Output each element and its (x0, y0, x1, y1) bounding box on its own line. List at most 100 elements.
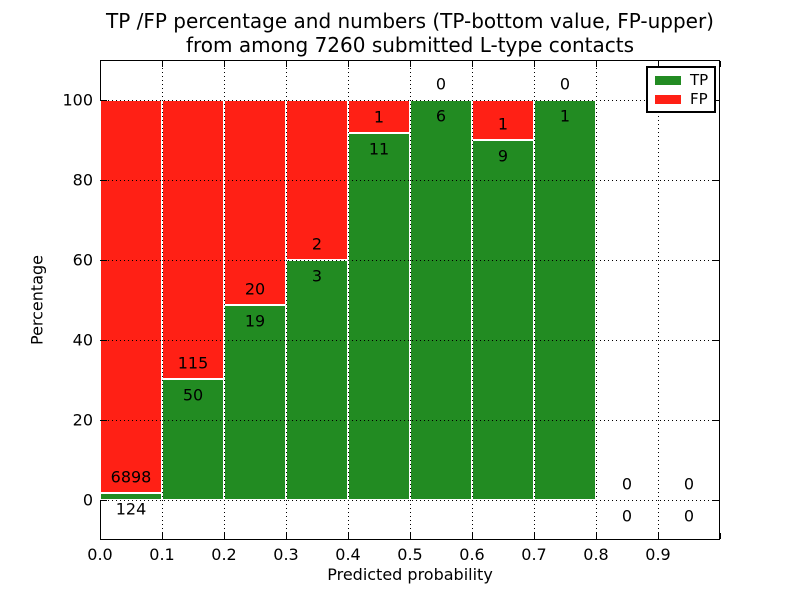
x-tick-mark (224, 533, 225, 539)
tp-count-label: 50 (182, 385, 204, 405)
x-tick-mark (100, 533, 101, 539)
fp-bar-segment (162, 100, 224, 379)
y-tick-mark (101, 100, 107, 101)
y-tick-mark (101, 340, 107, 341)
y-tick-mark (713, 500, 719, 501)
y-tick-mark (713, 100, 719, 101)
y-tick-mark (101, 180, 107, 181)
x-tick-mark (348, 533, 349, 539)
y-tick-mark (713, 420, 719, 421)
x-tick-mark (100, 61, 101, 67)
fp-count-label: 0 (683, 474, 695, 494)
fp-count-label: 0 (559, 74, 571, 94)
x-tick-mark (286, 61, 287, 67)
x-tick-mark (472, 533, 473, 539)
fp-count-label: 1 (497, 114, 509, 134)
vertical-gridline (534, 60, 535, 540)
tp-count-label: 0 (621, 506, 633, 526)
fp-count-label: 6898 (110, 467, 152, 487)
fp-bar-segment (100, 100, 162, 493)
x-tick-mark (162, 61, 163, 67)
tp-count-label: 11 (368, 139, 390, 159)
vertical-gridline (224, 60, 225, 540)
chart-title-line1: TP /FP percentage and numbers (TP-bottom… (106, 9, 714, 33)
fp-bar-segment (224, 100, 286, 306)
tp-count-label: 6 (435, 106, 447, 126)
vertical-gridline (658, 60, 659, 540)
x-tick-mark (472, 61, 473, 67)
y-tick-mark (713, 180, 719, 181)
y-tick-label: 80 (72, 170, 93, 190)
tp-bar-segment (224, 305, 286, 500)
fp-count-label: 0 (435, 74, 447, 94)
tp-bar-segment (410, 100, 472, 500)
x-tick-mark (534, 533, 535, 539)
x-tick-label: 0.8 (583, 545, 609, 564)
legend: TP FP (646, 66, 716, 113)
legend-label-tp: TP (690, 70, 709, 89)
x-tick-mark (348, 61, 349, 67)
vertical-gridline (472, 60, 473, 540)
vertical-gridline (596, 60, 597, 540)
legend-label-fp: FP (690, 89, 708, 108)
y-tick-label: 0 (82, 490, 93, 510)
fp-count-label: 1 (373, 107, 385, 127)
vertical-gridline (410, 60, 411, 540)
y-tick-mark (101, 500, 107, 501)
y-tick-mark (713, 260, 719, 261)
x-tick-mark (224, 61, 225, 67)
x-tick-mark (410, 61, 411, 67)
x-tick-label: 0.7 (521, 545, 547, 564)
x-tick-mark (596, 61, 597, 67)
tp-count-label: 0 (683, 506, 695, 526)
tp-bar-segment (348, 133, 410, 500)
x-tick-label: 0.0 (87, 545, 113, 564)
tp-bar-segment (162, 378, 224, 500)
y-tick-label: 20 (72, 410, 93, 430)
x-tick-mark (658, 61, 659, 67)
y-tick-label: 40 (72, 330, 93, 350)
tp-count-label: 1 (559, 106, 571, 126)
fp-count-label: 0 (621, 474, 633, 494)
x-tick-mark (720, 533, 721, 539)
y-tick-mark (101, 260, 107, 261)
tp-bar-segment (286, 260, 348, 500)
tp-count-label: 9 (497, 146, 509, 166)
x-tick-label: 0.6 (459, 545, 485, 564)
x-tick-label: 0.4 (335, 545, 361, 564)
y-tick-label: 100 (62, 90, 93, 110)
x-tick-label: 0.9 (645, 545, 671, 564)
vertical-gridline (286, 60, 287, 540)
fp-count-label: 20 (244, 279, 266, 299)
x-tick-mark (720, 61, 721, 67)
x-tick-mark (410, 533, 411, 539)
vertical-gridline (348, 60, 349, 540)
tp-count-label: 124 (115, 499, 147, 519)
tp-bar-segment (534, 100, 596, 500)
x-tick-label: 0.5 (397, 545, 423, 564)
x-axis-label: Predicted probability (327, 565, 493, 584)
x-tick-mark (534, 61, 535, 67)
legend-swatch-tp-icon (655, 75, 681, 85)
x-tick-mark (658, 533, 659, 539)
tp-bar-segment (100, 492, 162, 500)
tp-count-label: 3 (311, 266, 323, 286)
tp-bar-segment (472, 140, 534, 500)
vertical-gridline (162, 60, 163, 540)
legend-item-fp: FP (655, 89, 714, 108)
y-tick-mark (713, 340, 719, 341)
y-tick-label: 60 (72, 250, 93, 270)
tp-count-label: 19 (244, 311, 266, 331)
y-tick-mark (101, 420, 107, 421)
legend-item-tp: TP (655, 70, 714, 89)
x-tick-mark (162, 533, 163, 539)
fp-count-label: 115 (177, 353, 209, 373)
legend-swatch-fp-icon (655, 94, 681, 104)
x-tick-label: 0.2 (211, 545, 237, 564)
fp-count-label: 2 (311, 234, 323, 254)
x-tick-mark (286, 533, 287, 539)
x-tick-label: 0.3 (273, 545, 299, 564)
x-tick-label: 0.1 (149, 545, 175, 564)
x-tick-mark (596, 533, 597, 539)
